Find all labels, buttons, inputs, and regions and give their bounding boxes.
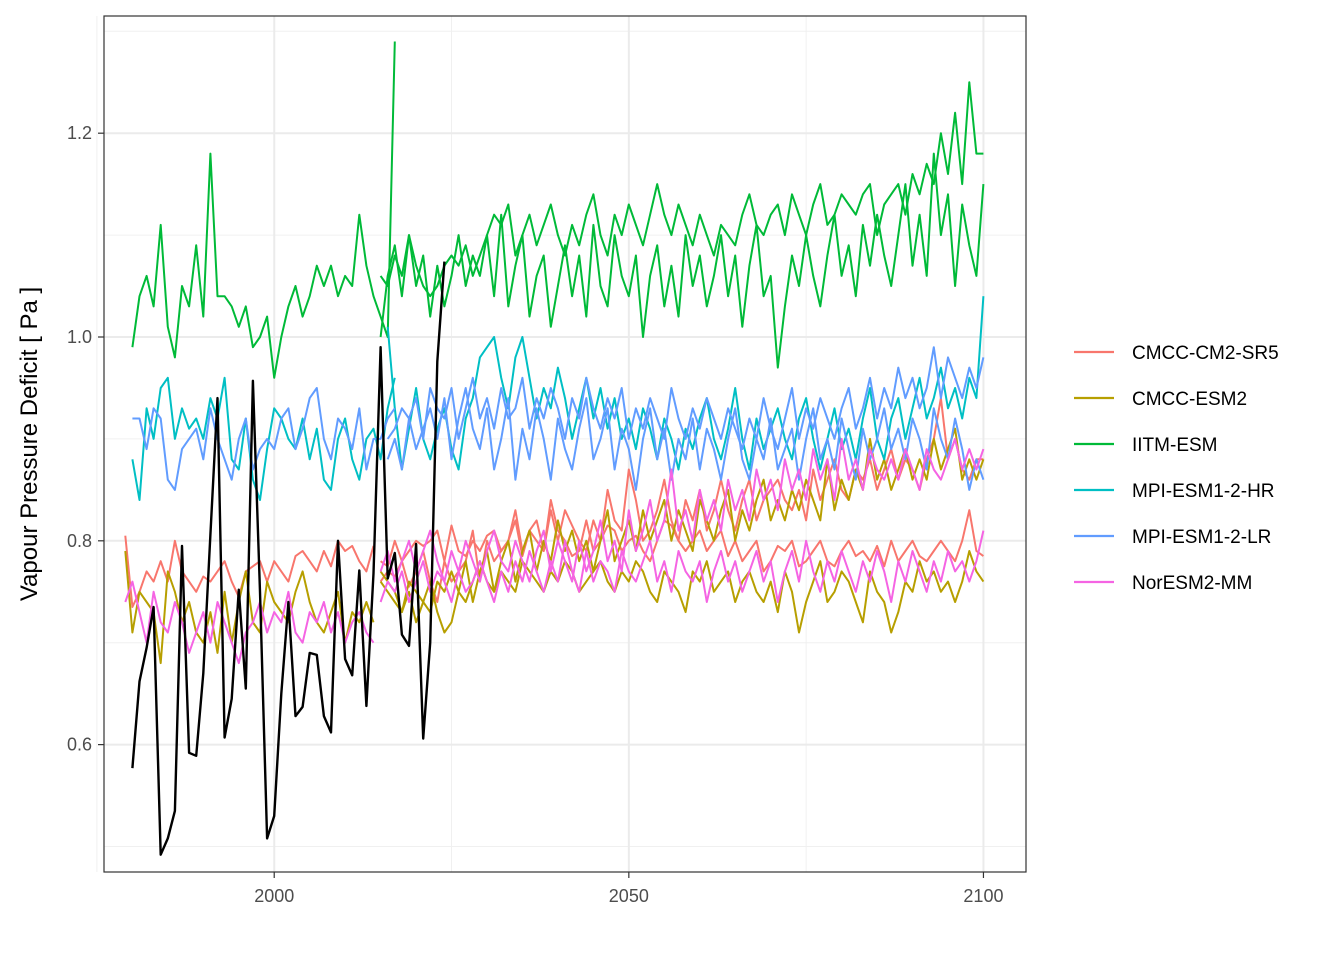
x-tick-label: 2050	[609, 886, 649, 906]
x-tick-label: 2100	[963, 886, 1003, 906]
x-axis: 2000 2050 2100	[254, 872, 1003, 906]
y-axis-title: Vapour Pressure Deficit [ Pa ]	[16, 287, 43, 601]
series-line-4-1	[386, 346, 985, 451]
plot-border	[103, 15, 1027, 873]
y-tick-label: 1.0	[67, 327, 92, 347]
series-line-5-1	[379, 530, 985, 603]
legend-label: IITM-ESM	[1132, 435, 1218, 456]
series-line-2-0	[131, 41, 396, 379]
series-lines	[124, 41, 985, 856]
major-gridlines	[104, 16, 1026, 872]
series-line-2-1	[379, 81, 984, 298]
legend-label: CMCC-ESM2	[1132, 389, 1247, 410]
series-line-0-1	[380, 499, 984, 573]
legend-label: CMCC-CM2-SR5	[1132, 343, 1279, 364]
x-tick-label: 2000	[254, 886, 294, 906]
legend-label: MPI-ESM1-2-HR	[1132, 481, 1275, 502]
series-line-5-0	[124, 580, 375, 665]
series-line-3-0	[131, 376, 396, 501]
y-tick-label: 1.2	[67, 123, 92, 143]
y-tick-label: 0.6	[67, 735, 92, 755]
series-line-4-2	[386, 387, 985, 491]
series-line-5-2	[379, 437, 985, 583]
series-line-4-0	[132, 387, 396, 491]
legend-label: NorESM2-MM	[1132, 573, 1252, 594]
y-axis: 0.6 0.8 1.0 1.2	[67, 123, 104, 755]
series-line-3-1	[386, 296, 985, 471]
series-line-1-0	[124, 550, 375, 665]
legend: CMCC-CM2-SR5 CMCC-ESM2 IITM-ESM MPI-ESM1-2-…	[1074, 343, 1279, 594]
series-line-2-2	[379, 152, 985, 369]
plot-panel	[104, 16, 1026, 872]
y-tick-label: 0.8	[67, 531, 92, 551]
series-line-6-0	[131, 261, 446, 856]
legend-label: MPI-ESM1-2-LR	[1132, 527, 1271, 548]
